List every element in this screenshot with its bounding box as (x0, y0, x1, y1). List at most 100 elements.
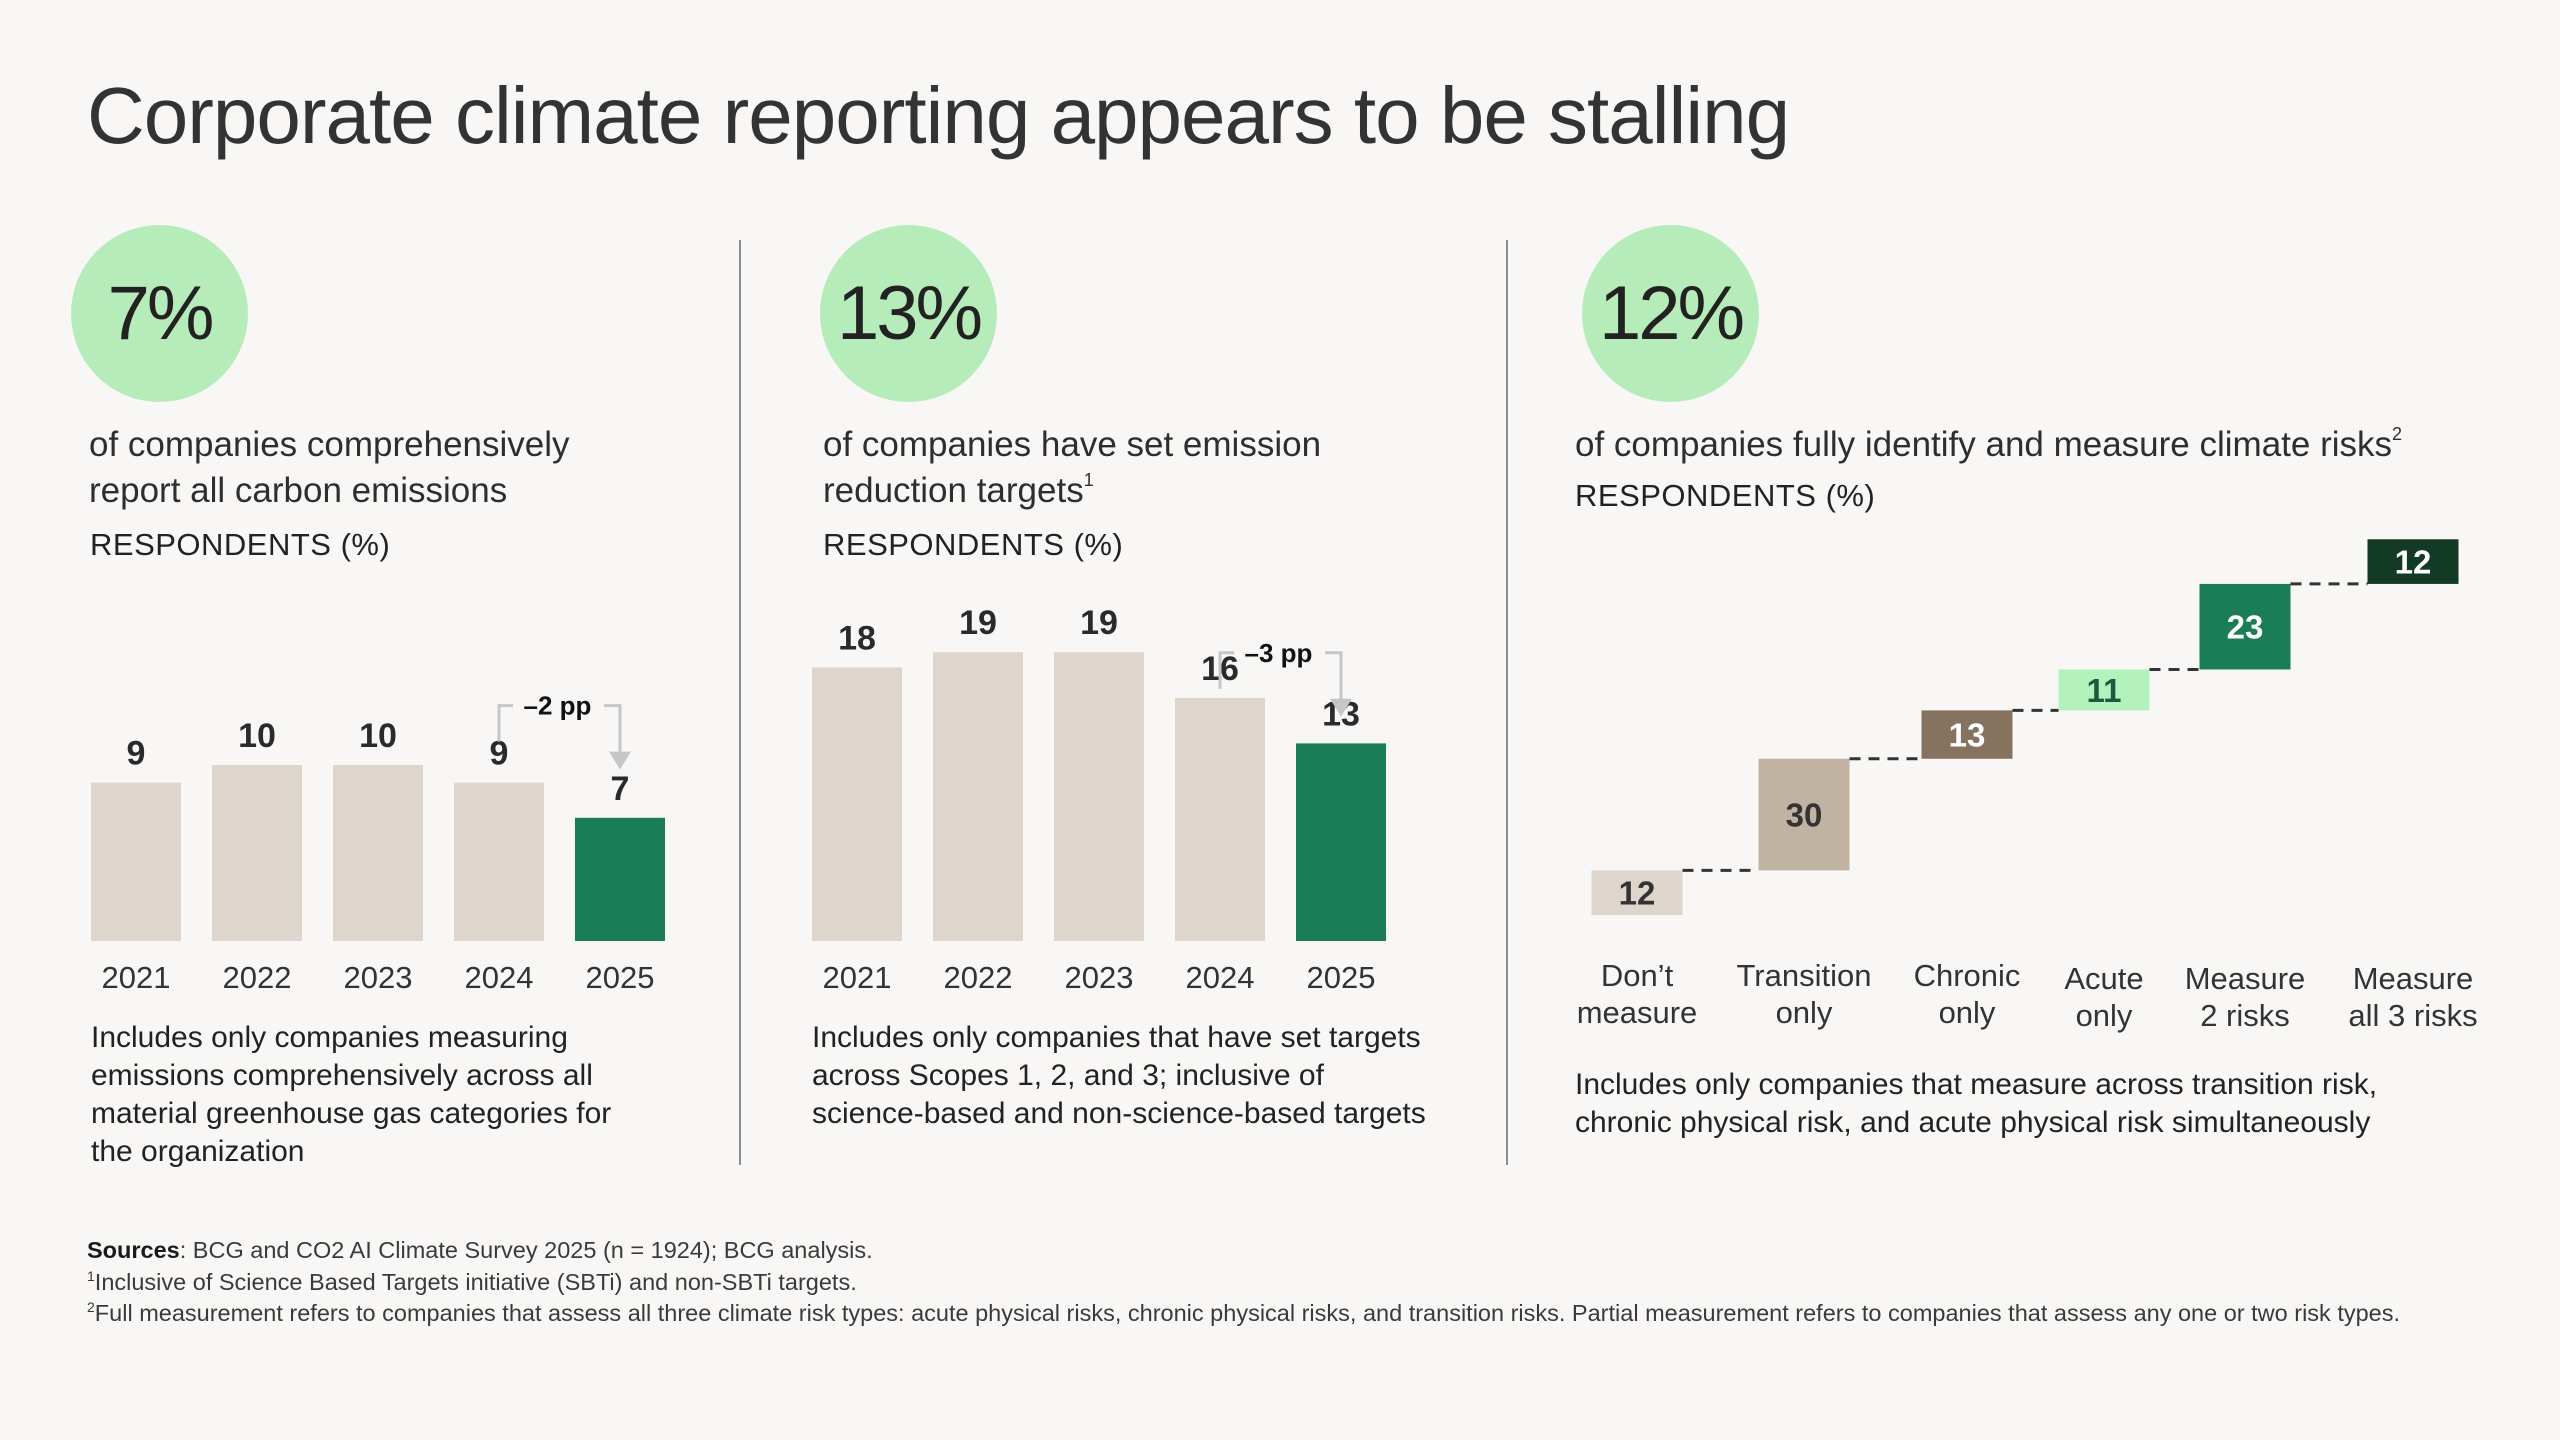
waterfall-bar-2 (1758, 758, 1850, 871)
panel-2-desc-line: reduction targets (823, 471, 1084, 510)
panel-2-description: of companies have set emission reduction… (823, 422, 1503, 514)
x-axis-tick-label: 2025 (1307, 960, 1376, 995)
sources-text: : BCG and CO2 AI Climate Survey 2025 (n … (179, 1237, 873, 1263)
bar-2022 (212, 765, 302, 941)
bar-value-label: 19 (959, 604, 997, 642)
sources-label: Sources (87, 1237, 180, 1263)
x-axis-tick-label: 2021 (102, 960, 171, 995)
change-bracket-right (1325, 651, 1343, 703)
panel-3-respondents-label: RESPONDENTS (%) (1575, 478, 1876, 513)
waterfall-category-label: Measure all 3 risks (2318, 960, 2508, 1034)
targets-bar-chart: 182021192022192023162024132025–3 pp (812, 604, 1386, 995)
waterfall-value-label: 23 (2227, 609, 2264, 646)
waterfall-value-label: 13 (1949, 717, 1986, 754)
x-axis-tick-label: 2023 (1065, 960, 1134, 995)
bar-2023 (333, 765, 423, 941)
category-label-line: Transition (1736, 958, 1872, 993)
waterfall-category-label: Chronic only (1872, 957, 2062, 1031)
x-axis-tick-label: 2024 (1186, 960, 1255, 995)
x-axis-tick-label: 2023 (344, 960, 413, 995)
change-annotation: –2 pp (524, 691, 592, 721)
sources-footnotes: Sources: BCG and CO2 AI Climate Survey 2… (87, 1235, 2507, 1330)
change-arrow-icon (1330, 698, 1352, 717)
category-label-line: measure (1576, 995, 1698, 1030)
waterfall-bar-4 (2058, 669, 2150, 711)
panel-3-description: of companies fully identify and measure … (1575, 422, 2555, 468)
panel-3-desc-line: of companies fully identify and measure … (1575, 425, 2393, 464)
climate-risk-waterfall-chart: 12 30 13 11 23 12 (1591, 539, 2459, 915)
waterfall-category-label: Don’t measure (1542, 957, 1732, 1031)
change-bracket-right (604, 704, 622, 756)
waterfall-category-label: Measure 2 risks (2150, 960, 2340, 1034)
waterfall-bar-1 (1591, 870, 1683, 915)
footnote-2-number: 2 (87, 1299, 95, 1315)
waterfall-bar-5 (2199, 583, 2291, 670)
panel-2-note-line: across Scopes 1, 2, and 3; inclusive of (812, 1059, 1324, 1092)
footnote-marker: 1 (1083, 470, 1094, 490)
category-label-line: only (1938, 995, 1996, 1030)
category-label-line: Measure (2352, 961, 2474, 996)
panel-2-note: Includes only companies that have set ta… (812, 1019, 1502, 1133)
divider-left (739, 240, 741, 1165)
change-bracket-left (1218, 651, 1234, 689)
x-axis-tick-label: 2022 (944, 960, 1013, 995)
bar-2024 (1175, 697, 1265, 941)
bar-value-label: 9 (490, 735, 509, 773)
panel-2-note-line: Includes only companies that have set ta… (812, 1021, 1421, 1054)
panel-2-desc-line: of companies have set emission (823, 425, 1322, 464)
footnote-2: 2Full measurement refers to companies th… (87, 1298, 2507, 1330)
panel-3-note-line: Includes only companies that measure acr… (1575, 1068, 2378, 1101)
footnote-1-number: 1 (87, 1267, 95, 1284)
panel-2-note-line: science-based and non-science-based targ… (812, 1097, 1426, 1130)
footnote-1: 1Inclusive of Science Based Targets init… (87, 1267, 2507, 1299)
waterfall-value-label: 11 (2087, 672, 2122, 709)
bar-2022 (933, 652, 1023, 941)
x-axis-tick-label: 2024 (465, 960, 534, 995)
category-label-line: Chronic (1913, 958, 2021, 993)
category-label-line: all 3 risks (2348, 998, 2478, 1033)
bar-2021 (91, 782, 181, 941)
waterfall-value-label: 12 (1619, 875, 1656, 912)
stat-circle-targets: 13% (820, 225, 997, 402)
bar-value-label: 7 (611, 770, 630, 808)
divider-right (1506, 240, 1508, 1165)
bar-value-label: 19 (1080, 604, 1118, 642)
bar-2025 (1296, 743, 1386, 941)
footnote-1-text: Inclusive of Science Based Targets initi… (94, 1268, 857, 1295)
bar-2023 (1054, 652, 1144, 941)
emissions-bar-chart: 9 2021 10 2022 10 2023 9 2024 7 2025 –2 pp (91, 691, 665, 995)
waterfall-value-label: 30 (1786, 797, 1823, 834)
panel-2-respondents-label: RESPONDENTS (%) (823, 527, 1124, 562)
bar-value-label: 18 (838, 619, 876, 657)
panel-1-respondents-label: RESPONDENTS (%) (90, 527, 391, 562)
panel-1-description: of companies comprehensively report all … (89, 422, 729, 514)
panel-1-note-line: emissions comprehensively across all (91, 1059, 593, 1092)
waterfall-value-label: 12 (2395, 544, 2432, 581)
x-axis-tick-label: 2025 (586, 960, 655, 995)
panel-1-desc-line: report all carbon emissions (89, 471, 508, 510)
x-axis-tick-label: 2021 (823, 960, 892, 995)
change-arrow-icon (609, 751, 631, 770)
footnote-2-text: Full measurement refers to companies tha… (94, 1300, 2401, 1326)
category-label-line: Acute (2064, 961, 2144, 996)
waterfall-bar-3 (1921, 710, 2013, 759)
footnote-marker: 2 (2392, 424, 2403, 444)
panel-1-note-line: Includes only companies measuring (91, 1021, 568, 1054)
page-title: Corporate climate reporting appears to b… (87, 71, 1790, 160)
panel-1-note: Includes only companies measuring emissi… (91, 1019, 731, 1171)
bar-value-label: 10 (359, 717, 397, 755)
bar-2024 (454, 782, 544, 941)
change-annotation: –3 pp (1245, 638, 1313, 668)
sources-line: Sources: BCG and CO2 AI Climate Survey 2… (87, 1235, 2507, 1267)
waterfall-bar-6 (2367, 539, 2459, 584)
panel-1-note-line: material greenhouse gas categories for (91, 1097, 612, 1130)
panel-1-note-line: the organization (91, 1135, 305, 1168)
x-axis-tick-label: 2022 (223, 960, 292, 995)
category-label-line: Don’t (1600, 958, 1674, 993)
category-label-line: Measure (2184, 961, 2306, 996)
panel-3-note-line: chronic physical risk, and acute physica… (1575, 1106, 2371, 1139)
stat-circle-emissions: 7% (71, 225, 248, 402)
bar-2021 (812, 667, 902, 941)
panel-3-note: Includes only companies that measure acr… (1575, 1066, 2535, 1142)
category-label-line: 2 risks (2200, 998, 2290, 1033)
